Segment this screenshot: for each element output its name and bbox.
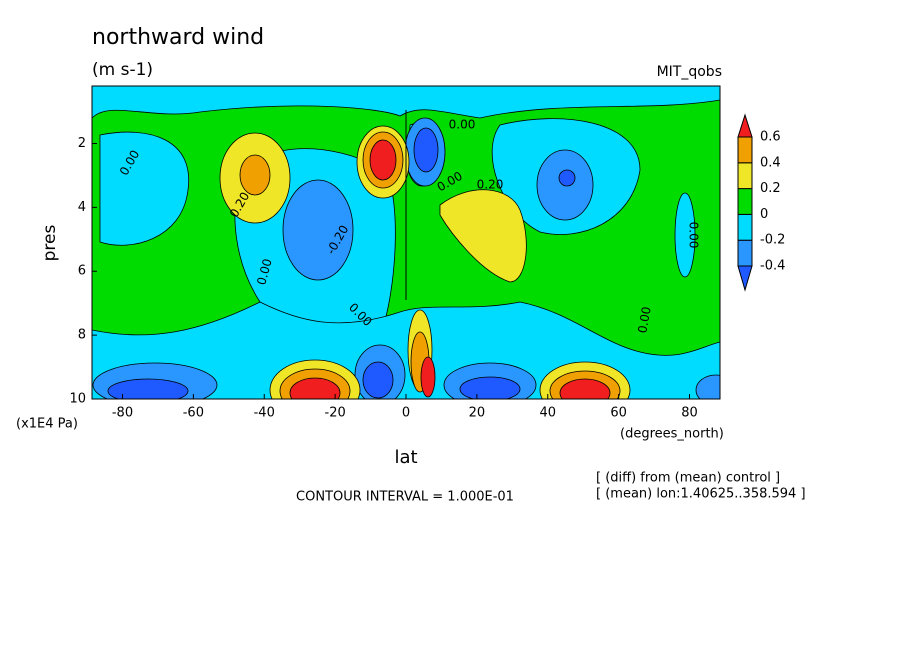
contour-region — [695, 374, 720, 399]
colorbar-cap — [737, 265, 753, 292]
contour-region — [99, 131, 190, 246]
colorbar-box — [737, 239, 753, 267]
contour-region — [289, 377, 341, 399]
note: [ (diff) from (mean) control ] — [596, 471, 780, 486]
chart-subtitle: (m s-1) — [92, 60, 153, 80]
contour-label: 0.00 — [254, 257, 274, 286]
colorbar-box — [737, 162, 753, 190]
colorbar-label: 0.6 — [760, 130, 781, 145]
y-tick-label: 10 — [69, 392, 86, 407]
y-tick-label: 8 — [78, 328, 86, 343]
colorbar-label: 0.4 — [760, 155, 781, 170]
contour-region — [413, 127, 439, 173]
colorbar-box — [737, 136, 753, 164]
dataset-label: MIT_qobs — [657, 64, 722, 80]
note: [ (mean) lon:1.40625..358.594 ] — [596, 487, 806, 502]
contour-label: 0.00 — [687, 222, 701, 249]
x-tick-label: -80 — [112, 406, 133, 421]
colorbar-cap — [737, 113, 753, 138]
contour-region — [239, 154, 271, 196]
y-tick-label: 4 — [78, 200, 86, 215]
colorbar-box — [737, 213, 753, 241]
y-tick-label: 2 — [78, 136, 86, 151]
colorbar-label: -0.2 — [760, 233, 785, 248]
contour-region — [559, 378, 611, 399]
contour-interval: CONTOUR INTERVAL = 1.000E-01 — [296, 490, 514, 505]
x-axis-label: lat — [394, 447, 417, 468]
x-tick-label: -60 — [183, 406, 204, 421]
x-tick-label: -40 — [254, 406, 275, 421]
x-tick-label: 20 — [469, 406, 486, 421]
contour-label: 0.00 — [635, 306, 653, 335]
contour-region — [362, 361, 394, 399]
y-axis-label: pres — [40, 225, 60, 262]
contour-region — [439, 189, 527, 283]
chart-title: northward wind — [92, 25, 264, 50]
colorbar-label: 0.2 — [760, 181, 781, 196]
contour-region — [282, 179, 354, 281]
x-tick-label: 0 — [402, 406, 410, 421]
x-tick-label: 40 — [539, 406, 556, 421]
contour-region — [107, 378, 189, 399]
y-tick-label: 6 — [78, 264, 86, 279]
contour-label: 0.00 — [449, 118, 476, 132]
contour-region — [558, 169, 576, 187]
x-tick-label: 80 — [681, 406, 698, 421]
x-tick-label: 60 — [610, 406, 627, 421]
colorbar-label: -0.4 — [760, 259, 785, 274]
contour-label: 0.20 — [477, 178, 504, 192]
colorbar-label: 0 — [760, 207, 768, 222]
colorbar-box — [737, 188, 753, 215]
contour-region — [674, 192, 696, 278]
contour-region — [420, 356, 436, 398]
contour-region — [369, 139, 397, 181]
contour-region — [92, 86, 720, 119]
x-tick-label: -20 — [325, 406, 346, 421]
contour-region — [459, 376, 521, 399]
y-axis-unit: (x1E4 Pa) — [16, 417, 78, 432]
contour-field — [92, 86, 720, 399]
x-axis-unit: (degrees_north) — [620, 427, 724, 442]
